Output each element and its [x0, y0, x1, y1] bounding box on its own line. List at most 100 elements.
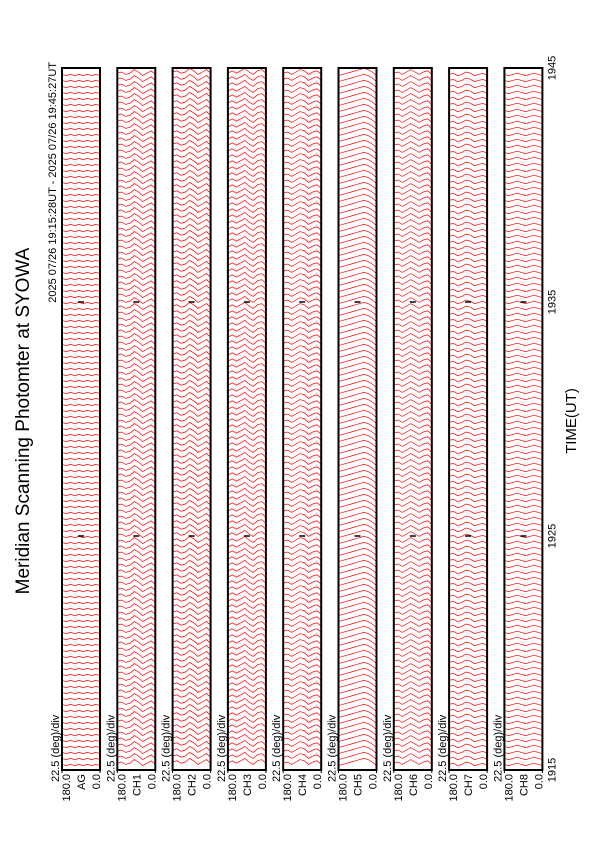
scan-trace [504, 390, 543, 394]
scan-trace [117, 117, 156, 125]
scan-trace [283, 75, 322, 81]
scan-trace [117, 669, 156, 677]
scan-trace [393, 501, 433, 507]
scan-trace [449, 545, 488, 550]
scan-trace [504, 318, 543, 322]
scan-trace [504, 240, 543, 244]
division-label: 22.5 (deg)/div [327, 714, 339, 782]
scan-trace [338, 104, 377, 112]
scan-trace [117, 375, 156, 383]
scan-trace [227, 613, 267, 621]
scan-trace [504, 678, 543, 682]
scan-trace [283, 705, 322, 711]
scan-trace [172, 271, 211, 279]
scan-trace [227, 679, 267, 687]
scan-trace [338, 668, 377, 676]
channel-label: CH5 [353, 774, 365, 796]
scan-trace [61, 362, 101, 364]
scan-trace [338, 512, 377, 520]
scan-trace [504, 264, 543, 268]
channel-label: CH7 [463, 774, 475, 796]
scan-trace [393, 549, 433, 555]
scan-trace [393, 507, 433, 513]
scan-trace [283, 657, 322, 663]
scan-trace [227, 727, 267, 735]
scan-trace [172, 739, 211, 747]
scan-trace [338, 698, 377, 706]
scan-trace [172, 697, 211, 705]
scan-trace [227, 415, 267, 423]
scan-trace [393, 333, 433, 339]
scan-trace [283, 387, 322, 393]
scan-trace [227, 559, 267, 567]
scan-trace [393, 579, 433, 585]
scan-trace [61, 758, 101, 760]
scan-trace [449, 71, 488, 76]
scan-trace [61, 134, 101, 136]
scan-trace [227, 157, 267, 165]
scan-trace [338, 584, 377, 592]
scan-trace [117, 573, 156, 581]
scan-trace [172, 301, 211, 309]
scan-trace [449, 419, 488, 424]
scan-trace [449, 539, 488, 544]
scan-trace [449, 401, 488, 406]
scan-trace [172, 139, 211, 147]
scan-trace [449, 287, 488, 292]
scan-trace [338, 590, 377, 598]
scan-trace [117, 579, 156, 587]
scan-trace [449, 305, 488, 310]
scan-trace [61, 164, 101, 166]
scan-trace [117, 483, 156, 491]
scan-trace [117, 675, 156, 683]
scan-trace [172, 211, 211, 219]
scan-trace [172, 379, 211, 387]
scan-trace [449, 593, 488, 598]
scan-trace [227, 223, 267, 231]
scan-trace [117, 309, 156, 317]
scan-trace [449, 509, 488, 514]
scan-trace [504, 282, 543, 286]
scan-trace [117, 663, 156, 671]
scan-trace [283, 285, 322, 291]
scan-trace [227, 517, 267, 525]
scan-trace [449, 617, 488, 622]
scan-trace [393, 387, 433, 393]
scan-trace [172, 745, 211, 753]
scan-trace [449, 191, 488, 196]
scan-trace [504, 294, 543, 298]
scan-trace [504, 210, 543, 214]
scan-trace [172, 163, 211, 171]
scan-trace [338, 272, 377, 280]
scan-trace [172, 535, 211, 543]
scan-trace [393, 585, 433, 591]
scan-trace [172, 691, 211, 699]
scan-trace [61, 368, 101, 370]
scan-trace [504, 456, 543, 460]
scan-trace [227, 325, 267, 333]
scan-trace [283, 249, 322, 255]
scan-trace [504, 684, 543, 688]
scan-trace [393, 81, 433, 87]
scan-trace [338, 80, 377, 88]
scan-trace [283, 117, 322, 123]
scan-trace [61, 638, 101, 640]
scan-trace [338, 404, 377, 412]
scan-trace [449, 647, 488, 652]
scan-trace [393, 453, 433, 459]
scan-trace [117, 387, 156, 395]
scan-trace [227, 631, 267, 639]
scan-trace [172, 619, 211, 627]
scan-trace [393, 573, 433, 579]
scan-trace [393, 87, 433, 93]
scan-trace [227, 391, 267, 399]
scan-trace [283, 525, 322, 531]
scan-trace [61, 242, 101, 244]
scan-trace [504, 138, 543, 142]
scan-trace [227, 463, 267, 471]
scan-trace [227, 475, 267, 483]
scan-trace [227, 277, 267, 285]
scan-trace [504, 78, 543, 82]
scan-trace [172, 547, 211, 555]
scan-trace [449, 635, 488, 640]
